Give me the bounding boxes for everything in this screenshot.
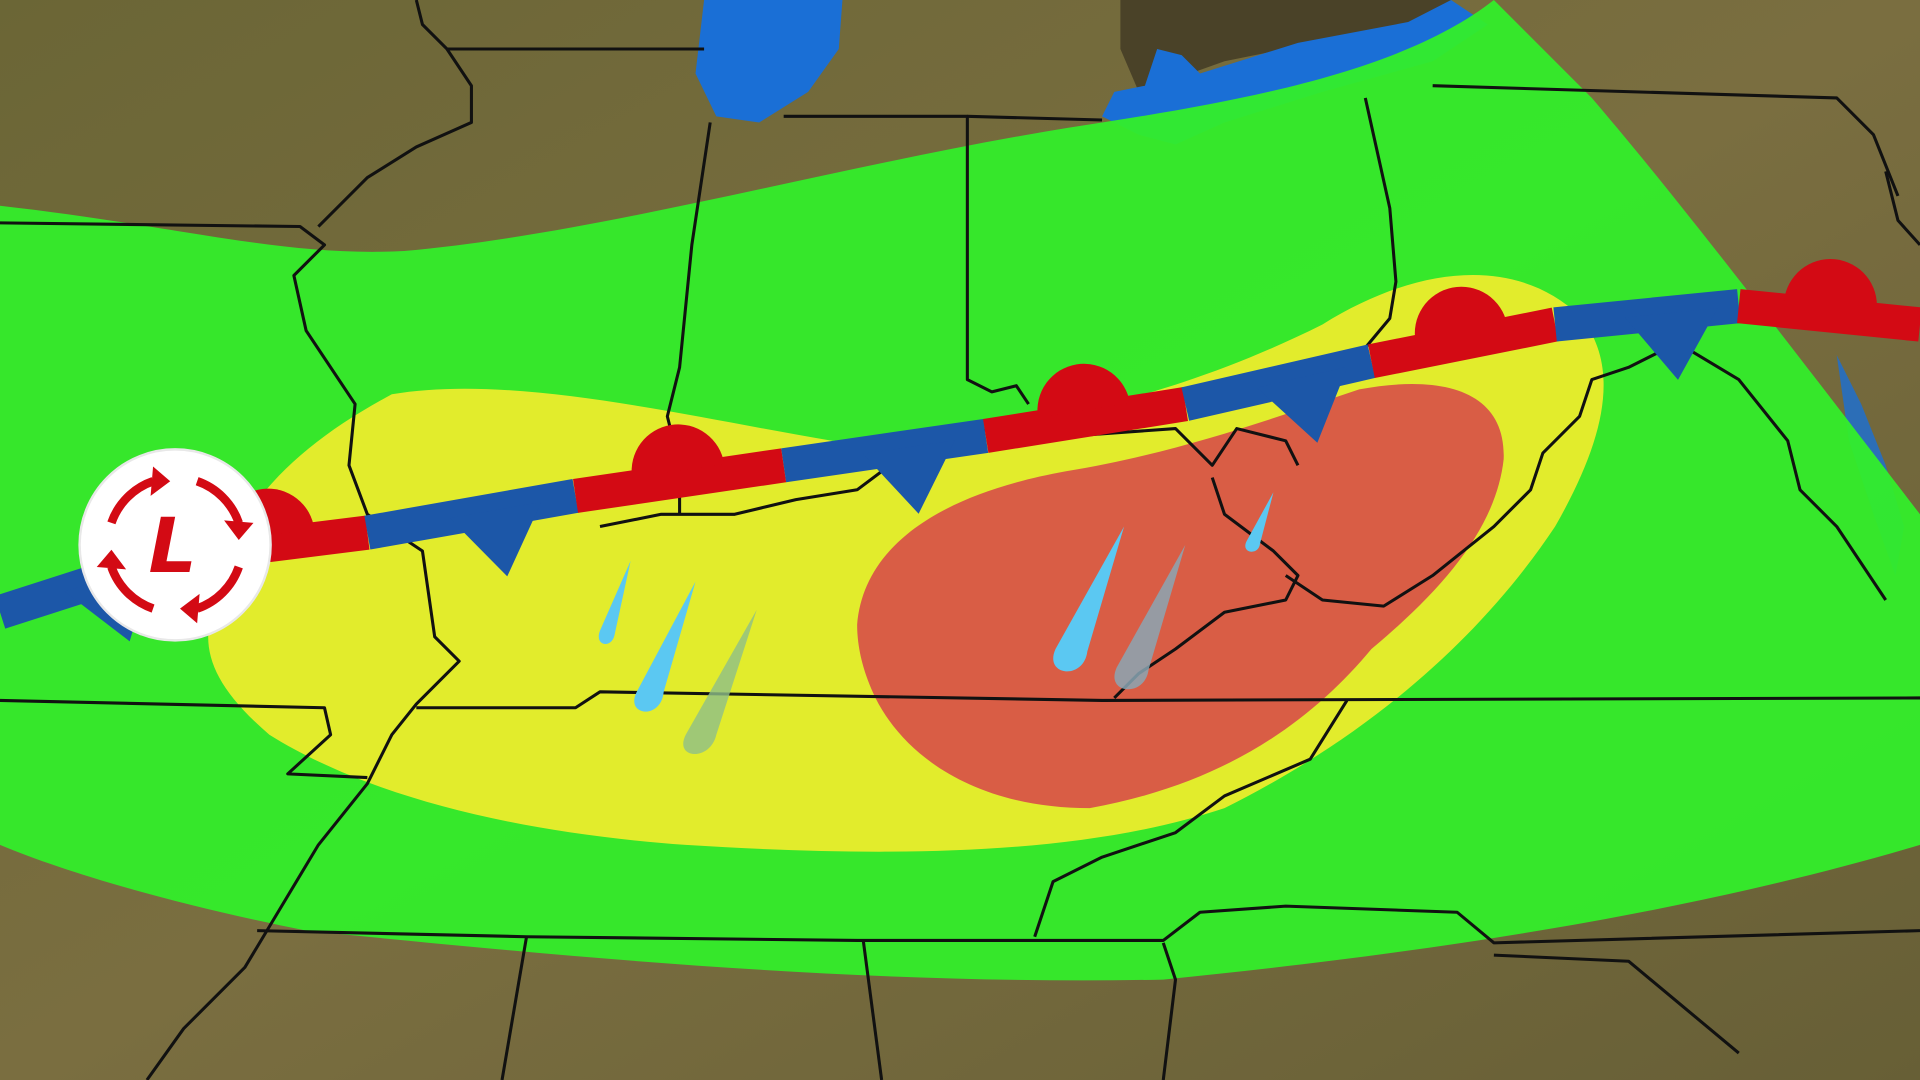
warm-front-segment [573,448,787,513]
low-pressure-circulation-icon [107,477,243,613]
cold-front-triangle [1256,366,1348,443]
warm-front-bump [1784,259,1877,311]
warm-front-bump [631,424,725,478]
low-pressure-letter: L [148,502,196,590]
cold-front-triangle [449,501,542,577]
lake-michigan [695,0,843,123]
warm-front-bump [1414,286,1507,343]
cold-front-triangle [862,440,955,514]
warm-front-bump [1037,363,1130,418]
rain-drops [598,492,1274,754]
rain-drop-icon [683,609,757,754]
rain-drop-icon [1053,526,1125,672]
risk-area-high [857,384,1504,809]
rain-drop-icon [598,560,631,645]
warm-front-segment [983,387,1189,453]
warm-front-segment [1737,289,1920,342]
cold-front-segment [1553,289,1741,342]
cold-front-triangle [1625,308,1718,380]
rain-drop-icon [1114,544,1186,690]
rain-drop-icon [634,581,696,712]
low-pressure-symbol: L [78,448,272,642]
rain-drop-icon [1245,492,1274,552]
warm-front-segment [1368,307,1559,379]
